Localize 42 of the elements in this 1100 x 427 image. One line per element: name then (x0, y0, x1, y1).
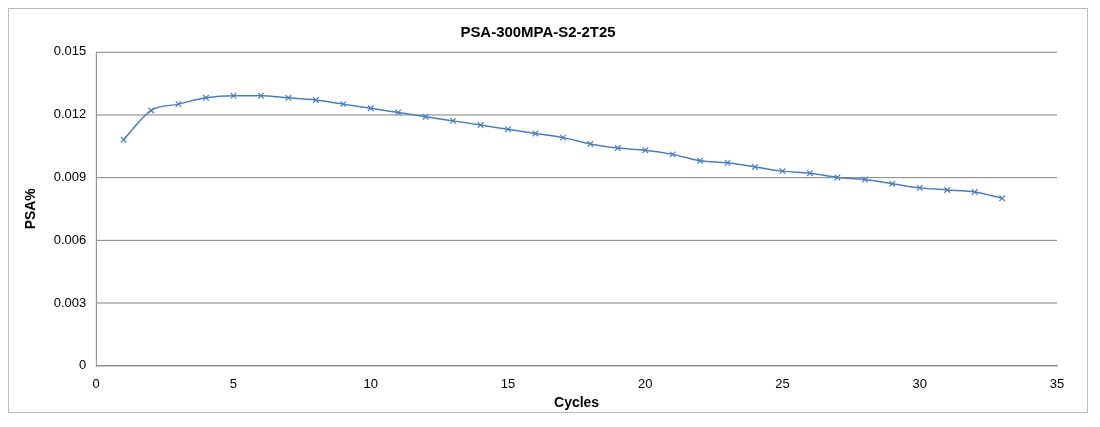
chart-title: PSA-300MPA-S2-2T25 (460, 23, 616, 40)
x-tick-label: 0 (92, 376, 100, 392)
point (806, 169, 814, 177)
y-tick-label: 0.003 (53, 294, 87, 310)
x-tick-label: 10 (363, 376, 378, 392)
x-axis-title: Cycles (554, 394, 600, 411)
point (559, 134, 567, 142)
point (861, 176, 869, 183)
point (312, 96, 320, 104)
point (696, 157, 704, 165)
point (998, 194, 1006, 202)
point (971, 188, 979, 196)
y-tick-label: 0.015 (53, 43, 87, 59)
y-tick-label: 0 (78, 357, 87, 373)
y-tick-label: 0.006 (53, 231, 87, 247)
point (943, 186, 951, 194)
x-tick-label: 35 (1049, 376, 1065, 392)
point (257, 92, 265, 100)
y-axis-title: PSA% (22, 187, 39, 230)
point (175, 100, 182, 108)
point (504, 125, 512, 133)
x-tick-label: 30 (912, 376, 927, 392)
point (230, 92, 237, 100)
point (284, 94, 292, 102)
point (724, 159, 732, 167)
point (339, 100, 347, 108)
point (147, 106, 155, 114)
x-tick-label: 25 (775, 376, 790, 392)
point (120, 136, 128, 144)
x-tick-label: 5 (229, 376, 238, 392)
y-tick-label: 0.012 (53, 106, 87, 122)
y-tick-label: 0.009 (53, 168, 87, 184)
point (477, 121, 484, 129)
point (202, 94, 210, 102)
point (394, 109, 402, 116)
x-tick-label: 15 (500, 376, 516, 392)
point (614, 144, 622, 152)
point (586, 140, 594, 148)
x-tick-label: 20 (638, 376, 653, 392)
point (779, 167, 786, 175)
point (916, 184, 924, 192)
point (449, 117, 457, 125)
